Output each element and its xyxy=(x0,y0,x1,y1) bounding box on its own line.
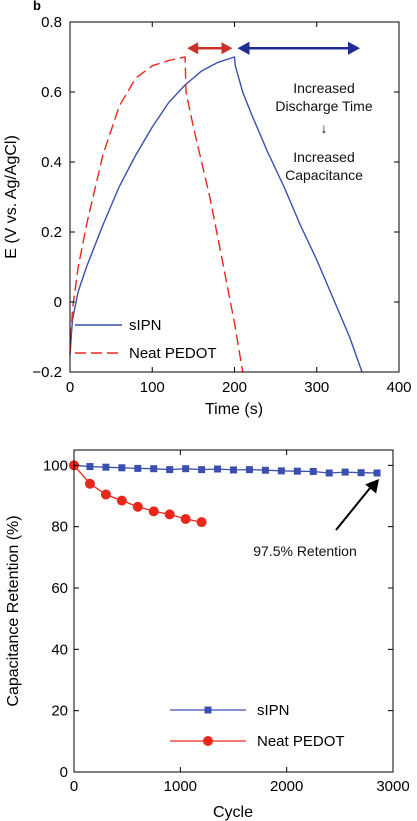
top-y-tick-label: 0.8 xyxy=(41,14,62,31)
bottom-y-tick-label: 40 xyxy=(51,641,68,658)
annotation-capacitance: Capacitance xyxy=(285,167,363,183)
sipn-data-point xyxy=(166,466,174,474)
top-y-tick-label: −0.2 xyxy=(32,364,62,381)
sipn-data-point xyxy=(182,465,190,473)
bottom-y-axis-label: Capacitance Retention (%) xyxy=(5,515,22,706)
sipn-data-point xyxy=(245,466,253,474)
top-x-tick-label: 200 xyxy=(222,379,247,396)
bottom-y-tick-label: 60 xyxy=(51,580,68,597)
top-y-tick-label: 0.2 xyxy=(41,224,62,241)
annotation-increased-2: Increased xyxy=(293,149,354,165)
bottom-y-tick-label: 100 xyxy=(43,457,68,474)
sipn-data-point xyxy=(261,466,269,474)
top-y-axis-label: E (V vs. Ag/AgCl) xyxy=(3,135,20,259)
sipn-data-point xyxy=(118,464,126,472)
red-arrow-head-left xyxy=(187,42,199,55)
sipn-curve xyxy=(69,56,363,373)
neat-pedot-data-point xyxy=(180,514,191,524)
annotation-discharge-time: Discharge Time xyxy=(275,98,372,114)
sipn-data-point xyxy=(325,469,333,477)
bottom-legend-circle-marker xyxy=(203,736,213,746)
bottom-x-tick-label: 2000 xyxy=(270,778,303,795)
potential-time-chart: Increased Discharge Time ↓ Increased Capacit… xyxy=(3,14,412,418)
top-x-tick-label: 400 xyxy=(386,379,411,396)
top-y-tick-label: 0 xyxy=(54,294,62,311)
retention-arrow-shaft xyxy=(335,487,371,531)
blue-arrow-head-right xyxy=(347,41,360,55)
top-y-tick-label: 0.6 xyxy=(41,84,62,101)
top-x-axis-label: Time (s) xyxy=(205,401,263,418)
top-legend-label: sIPN xyxy=(129,317,162,334)
bottom-legend-label: sIPN xyxy=(257,702,290,719)
bottom-y-tick-label: 20 xyxy=(51,703,68,720)
sipn-data-point xyxy=(277,467,285,475)
bottom-x-tick-label: 3000 xyxy=(376,778,409,795)
bottom-legend-label: Neat PEDOT xyxy=(257,733,345,750)
bottom-series-layer xyxy=(69,460,381,528)
bottom-x-tick-label: 1000 xyxy=(164,778,197,795)
sipn-data-point xyxy=(357,469,365,477)
panel-letter: b xyxy=(33,0,41,13)
bottom-plot-frame xyxy=(73,449,394,773)
neat-pedot-data-point xyxy=(100,489,111,500)
top-legend: sIPN Neat PEDOT xyxy=(75,317,217,362)
neat-pedot-data-point xyxy=(148,506,159,517)
bottom-x-tick-label: 0 xyxy=(70,778,78,795)
neat-pedot-data-point xyxy=(164,509,175,520)
neat-pedot-data-point xyxy=(132,501,143,512)
bottom-legend-square-marker xyxy=(204,706,212,714)
sipn-data-point xyxy=(150,465,158,473)
sipn-data-point xyxy=(373,469,381,477)
bottom-x-axis-label: Cycle xyxy=(213,804,253,821)
top-x-tick-label: 0 xyxy=(66,379,74,396)
sipn-data-point xyxy=(198,466,206,474)
neat-pedot-retention-line xyxy=(73,464,202,523)
annotation-down-arrow: ↓ xyxy=(321,120,328,136)
neat-pedot-data-point xyxy=(116,495,127,506)
annotation-increased-1: Increased xyxy=(293,80,354,96)
retention-arrow-head xyxy=(365,479,380,494)
top-annotation-layer: Increased Discharge Time ↓ Increased Capacit… xyxy=(187,41,373,183)
top-series-layer xyxy=(69,56,363,373)
top-legend-label: Neat PEDOT xyxy=(129,345,217,362)
bottom-legend: sIPN Neat PEDOT xyxy=(170,702,345,750)
top-plot-frame xyxy=(69,21,400,373)
top-tick-layer: 0 100 200 300 400−0.200.20.40.60.8 xyxy=(32,14,411,396)
bottom-tick-layer: 0 1000 2000 3000 0 20 40 60 80 100 xyxy=(43,450,410,795)
sipn-data-point xyxy=(214,465,222,473)
neat-pedot-curve xyxy=(69,56,244,373)
sipn-data-point xyxy=(230,466,237,474)
bottom-y-tick-label: 0 xyxy=(60,764,68,781)
top-x-tick-label: 300 xyxy=(304,379,329,396)
sipn-data-point xyxy=(309,467,317,475)
sipn-data-point xyxy=(86,463,94,471)
bottom-annotation-layer: 97.5% Retention xyxy=(253,479,380,559)
sipn-data-point xyxy=(134,464,142,472)
sipn-data-point xyxy=(293,467,301,475)
sipn-data-point xyxy=(341,468,349,476)
red-arrow-head-right xyxy=(221,42,233,55)
top-y-tick-label: 0.4 xyxy=(41,154,62,171)
bottom-y-tick-label: 80 xyxy=(51,519,68,536)
neat-pedot-data-point xyxy=(196,517,207,528)
blue-arrow-head-left xyxy=(237,41,250,55)
neat-pedot-data-point xyxy=(84,478,95,489)
sipn-data-point xyxy=(102,463,110,471)
retention-annotation-text: 97.5% Retention xyxy=(253,543,357,559)
top-x-tick-label: 100 xyxy=(140,379,165,396)
